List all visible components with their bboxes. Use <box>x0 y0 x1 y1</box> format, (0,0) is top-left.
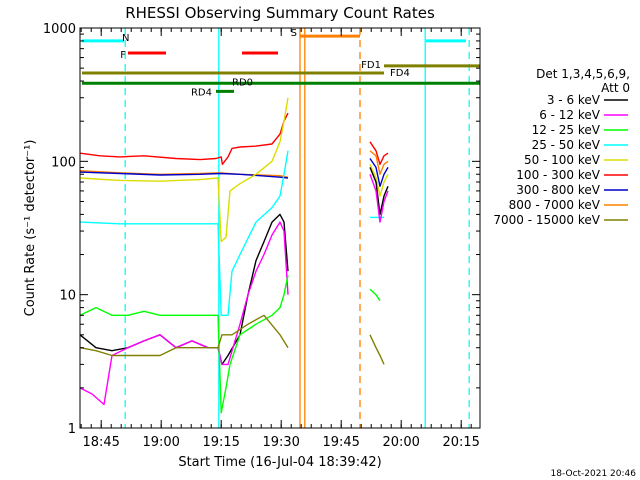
y-tick-label: 1 <box>68 422 76 437</box>
legend-entry-label: 3 - 6 keV <box>547 93 601 107</box>
status-bar-label: N <box>122 33 129 44</box>
series-line <box>79 171 289 179</box>
series-line <box>79 150 289 316</box>
legend-header-1: Det 1,3,4,5,6,9, <box>536 67 630 81</box>
series-line <box>369 150 389 176</box>
y-tick-label: 100 <box>51 155 76 170</box>
status-bar-label: RD4 <box>191 87 212 98</box>
x-tick-label: 20:00 <box>382 435 419 450</box>
x-tick-label: 18:45 <box>82 435 119 450</box>
plot-frame <box>79 27 481 429</box>
legend-header-2: Att 0 <box>601 81 630 95</box>
series-line <box>369 174 389 223</box>
status-bar-label: FD1 <box>361 60 381 71</box>
series-line <box>369 158 389 188</box>
y-tick-label: 10 <box>59 289 76 304</box>
series-line <box>369 167 389 216</box>
x-tick-label: 19:45 <box>322 435 359 450</box>
annotation-lines <box>124 28 470 428</box>
series-line <box>79 97 289 243</box>
series-line <box>369 334 385 365</box>
legend-entry-label: 7000 - 15000 keV <box>493 213 600 227</box>
x-tick-label: 19:30 <box>262 435 299 450</box>
series-line <box>79 213 289 366</box>
legend-entry-label: 12 - 25 keV <box>532 123 601 137</box>
status-bar-label: F <box>120 50 126 61</box>
legend-entry-label: 800 - 7000 keV <box>509 198 601 212</box>
series-line <box>79 112 289 166</box>
series-line <box>369 288 381 302</box>
status-bar-label: RD0 <box>232 77 253 88</box>
footer-timestamp: 18-Oct-2021 20:46 <box>551 469 637 479</box>
x-tick-label: 20:15 <box>442 435 479 450</box>
x-tick-label: 19:15 <box>202 435 239 450</box>
legend-entry-label: 6 - 12 keV <box>539 108 601 122</box>
status-bar-label: FD4 <box>390 68 410 79</box>
series-layer <box>79 97 389 414</box>
status-bar-label: S <box>291 28 297 39</box>
series-line <box>79 221 289 406</box>
series-line <box>369 164 389 197</box>
axis-ticks: 1 10 100 1000 18:45 19:00 19:15 19:30 19:45 20:00… <box>43 22 480 450</box>
legend-entry-label: 300 - 800 keV <box>516 183 600 197</box>
series-line <box>79 275 289 414</box>
legend-entry-label: 25 - 50 keV <box>532 138 601 152</box>
x-tick-label: 19:00 <box>142 435 179 450</box>
chart-title: RHESSI Observing Summary Count Rates <box>125 4 435 22</box>
x-axis-label: Start Time (16-Jul-04 18:39:42) <box>178 455 381 470</box>
legend-entry-label: 100 - 300 keV <box>516 168 600 182</box>
y-axis-label: Count Rate (s⁻¹ detector⁻¹) <box>23 140 38 317</box>
legend-entry-label: 50 - 100 keV <box>524 153 601 167</box>
status-bars: NF S FD1 FD4 RD0 RD4 <box>82 28 480 98</box>
y-tick-label: 1000 <box>43 22 76 37</box>
series-line <box>369 141 389 166</box>
series-line <box>79 314 289 357</box>
